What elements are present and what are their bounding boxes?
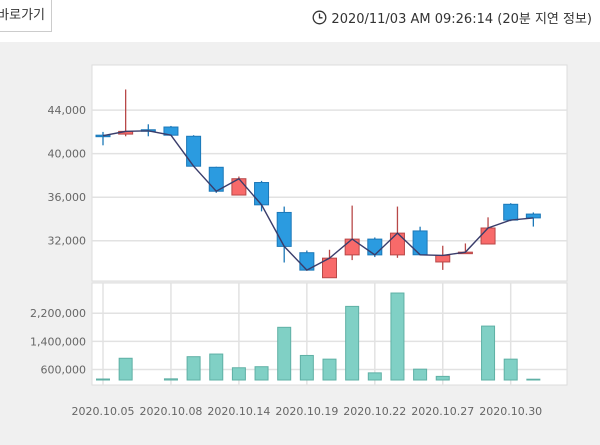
date-tick-label: 2020.10.19 [275,405,338,418]
date-tick-label: 2020.10.22 [343,405,406,418]
volume-tick-label: 2,200,000 [30,307,86,320]
price-tick-label: 40,000 [48,148,87,161]
clock-icon [312,10,327,25]
volume-bar [526,378,541,381]
price-panel [91,64,568,282]
candle-down [186,135,202,167]
candle-down [367,238,383,256]
date-tick-label: 2020.10.30 [479,405,542,418]
volume-tick-label: 1,400,000 [30,335,86,348]
candle-down [208,166,224,192]
price-tick-label: 32,000 [48,235,87,248]
candle-up [344,238,360,256]
date-tick-label: 2020.10.05 [72,405,135,418]
price-tick-label: 36,000 [48,191,87,204]
close-price-line [102,130,534,271]
volume-bar [209,353,224,381]
volume-bar [481,325,496,381]
volume-bar [277,326,292,381]
volume-bar [322,358,337,381]
shortcut-button[interactable]: 바로가기 [0,0,52,32]
date-tick-label: 2020.10.27 [411,405,474,418]
volume-bar [390,292,405,381]
volume-bar [345,305,360,381]
candle-down [276,211,292,247]
volume-bar [254,366,269,381]
volume-bar [118,357,133,381]
volume-bar [96,378,110,381]
volume-bar [299,354,314,381]
candle-up [389,232,405,256]
candle-down [503,203,519,221]
top-bar: 바로가기 2020/11/03 AM 09:26:14 (20분 지연 정보) [0,0,600,42]
candle-down [525,213,541,219]
volume-bar [186,356,201,381]
volume-bar [435,375,450,381]
volume-bar [413,368,428,381]
volume-bar [503,358,518,381]
price-tick-label: 44,000 [48,104,87,117]
candle-down [412,230,428,256]
candle-up [435,254,451,263]
volume-bar [163,378,178,381]
date-tick-label: 2020.10.14 [207,405,270,418]
timestamp-area: 2020/11/03 AM 09:26:14 (20분 지연 정보) [312,8,592,27]
candle-down [254,182,270,206]
volume-bar [367,372,382,381]
volume-tick-label: 600,000 [41,364,87,377]
volume-bar [231,367,246,381]
timestamp-text: 2020/11/03 AM 09:26:14 (20분 지연 정보) [331,12,592,27]
candle-up [480,227,496,245]
date-tick-label: 2020.10.08 [139,405,202,418]
